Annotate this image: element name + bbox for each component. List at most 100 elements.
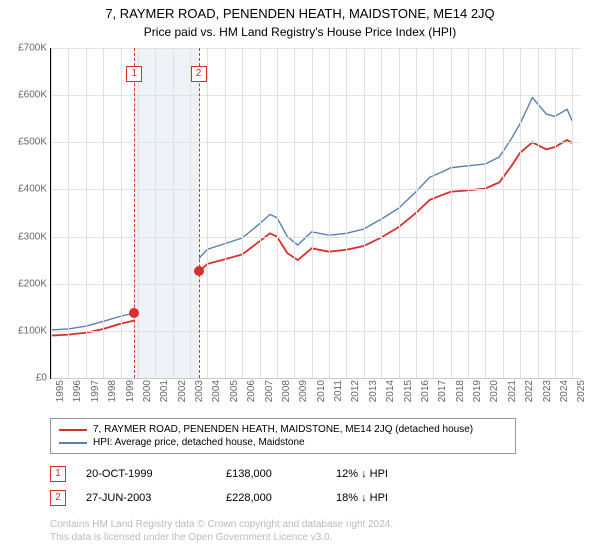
x-tick-label: 2001 [159,380,170,402]
x-tick-label: 2006 [246,380,257,402]
vgrid-line [433,48,434,378]
footer-line: This data is licensed under the Open Gov… [50,531,393,544]
vertical-marker [134,48,135,378]
hgrid-line [51,48,581,49]
vgrid-line [485,48,486,378]
x-tick-label: 2019 [472,380,483,402]
vgrid-line [294,48,295,378]
vgrid-line [520,48,521,378]
hgrid-line [51,95,581,96]
marker-box: 2 [191,66,207,82]
sale-date: 27-JUN-2003 [86,492,206,504]
legend-row-hpi: HPI: Average price, detached house, Maid… [59,436,507,449]
x-tick-label: 2011 [333,380,344,402]
sale-dot [194,266,204,276]
sale-date: 20-OCT-1999 [86,468,206,480]
x-tick-label: 2018 [455,380,466,402]
page-subtitle: Price paid vs. HM Land Registry's House … [0,21,600,41]
hgrid-line [51,237,581,238]
vgrid-line [86,48,87,378]
legend-label: 7, RAYMER ROAD, PENENDEN HEATH, MAIDSTON… [93,424,473,435]
legend-label: HPI: Average price, detached house, Maid… [93,437,305,448]
x-tick-label: 1998 [107,380,118,402]
vgrid-line [51,48,52,378]
x-tick-label: 2004 [211,380,222,402]
y-tick-label: £200K [18,278,47,289]
x-tick-label: 2016 [420,380,431,402]
vgrid-line [503,48,504,378]
sale-price: £228,000 [226,492,316,504]
vgrid-line [155,48,156,378]
x-tick-label: 2021 [507,380,518,402]
vgrid-line [68,48,69,378]
x-tick-label: 2003 [194,380,205,402]
vgrid-line [207,48,208,378]
y-tick-label: £100K [18,325,47,336]
sale-pct: 18% ↓ HPI [336,492,436,504]
vgrid-line [173,48,174,378]
vgrid-line [242,48,243,378]
sale-marker-box: 2 [50,490,66,506]
vgrid-line [103,48,104,378]
x-tick-label: 1997 [90,380,101,402]
x-tick-label: 1995 [55,380,66,402]
x-tick-label: 2017 [437,380,448,402]
x-tick-label: 1996 [72,380,83,402]
x-tick-label: 2005 [229,380,240,402]
vgrid-line [381,48,382,378]
x-tick-label: 2010 [316,380,327,402]
y-tick-label: £600K [18,90,47,101]
vgrid-line [260,48,261,378]
x-tick-label: 2022 [524,380,535,402]
vgrid-line [329,48,330,378]
vgrid-line [346,48,347,378]
vgrid-line [451,48,452,378]
x-tick-label: 2009 [298,380,309,402]
vgrid-line [225,48,226,378]
vgrid-line [364,48,365,378]
x-tick-label: 2013 [368,380,379,402]
vgrid-line [121,48,122,378]
sale-price: £138,000 [226,468,316,480]
sale-pct: 12% ↓ HPI [336,468,436,480]
x-tick-label: 2014 [385,380,396,402]
hgrid-line [51,284,581,285]
y-tick-label: £500K [18,137,47,148]
vgrid-line [138,48,139,378]
hgrid-line [51,331,581,332]
sale-row: 1 20-OCT-1999 £138,000 12% ↓ HPI [50,462,436,486]
x-tick-label: 2023 [542,380,553,402]
vgrid-line [416,48,417,378]
hgrid-line [51,189,581,190]
sale-row: 2 27-JUN-2003 £228,000 18% ↓ HPI [50,486,436,510]
hgrid-line [51,378,581,379]
vgrid-line [555,48,556,378]
vertical-marker [199,48,200,378]
y-tick-label: £400K [18,184,47,195]
y-tick-label: £0 [36,373,47,384]
x-tick-label: 1999 [125,380,136,402]
vgrid-line [538,48,539,378]
vgrid-line [572,48,573,378]
vgrid-line [399,48,400,378]
x-tick-label: 2024 [559,380,570,402]
chart-plot-area: £0£100K£200K£300K£400K£500K£600K£700K199… [50,48,581,379]
x-tick-label: 2000 [142,380,153,402]
page-title: 7, RAYMER ROAD, PENENDEN HEATH, MAIDSTON… [0,0,600,21]
x-tick-label: 2012 [350,380,361,402]
sale-dot [129,308,139,318]
footer-line: Contains HM Land Registry data © Crown c… [50,518,393,531]
x-tick-label: 2002 [177,380,188,402]
x-tick-label: 2007 [264,380,275,402]
shaded-band [134,48,198,378]
sale-marker-box: 1 [50,466,66,482]
legend-row-property: 7, RAYMER ROAD, PENENDEN HEATH, MAIDSTON… [59,423,507,436]
legend-swatch-property [59,429,87,431]
x-tick-label: 2020 [489,380,500,402]
marker-box: 1 [126,66,142,82]
x-tick-label: 2025 [576,380,587,402]
x-tick-label: 2008 [281,380,292,402]
y-tick-label: £700K [18,43,47,54]
sales-rows: 1 20-OCT-1999 £138,000 12% ↓ HPI 2 27-JU… [50,462,436,510]
vgrid-line [277,48,278,378]
